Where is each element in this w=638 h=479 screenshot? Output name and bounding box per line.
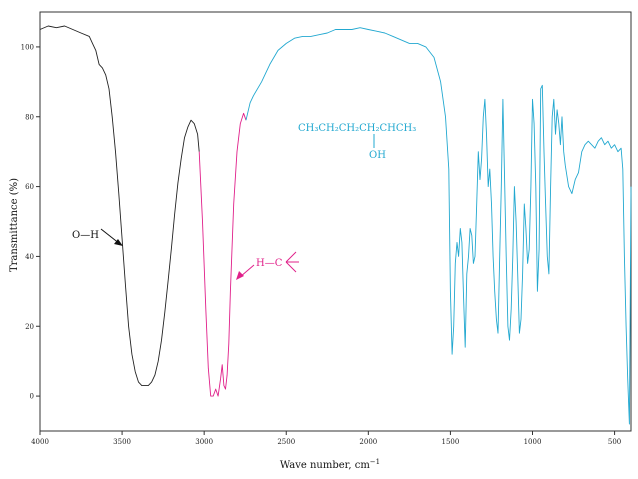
x-tick-label: 1500	[442, 438, 460, 446]
y-tick-label: 20	[25, 323, 34, 331]
x-tick-label: 2000	[359, 438, 377, 446]
spectrum-series	[39, 25, 632, 425]
plot-frame	[39, 11, 632, 432]
x-tick-label: 4000	[31, 438, 49, 446]
x-tick-label: 2500	[277, 438, 295, 446]
x-axis-ticks: 4000 3500 3000 2500 2000 1500 1000 500	[31, 431, 621, 446]
x-tick-label: 3500	[113, 438, 131, 446]
spectrum-line-oh-region	[39, 25, 200, 387]
structural-formula-oh: OH	[369, 150, 386, 161]
x-axis-title-exponent: −1	[370, 458, 380, 466]
y-axis-ticks: 0 20 40 60 80 100	[21, 43, 40, 401]
y-tick-label: 60	[25, 183, 34, 191]
ch-annotation-label: H—C	[256, 258, 283, 269]
x-axis-title-text: Wave number, cm	[280, 460, 370, 471]
y-tick-label: 0	[30, 393, 34, 401]
spectrum-line-ch-region	[198, 112, 247, 397]
oh-arrowhead-icon	[114, 239, 123, 246]
structural-formula: CH₃CH₂CH₂CH₂CHCH₃	[298, 123, 416, 134]
y-tick-label: 80	[25, 113, 34, 121]
y-axis-title: Transmittance (%)	[9, 178, 20, 272]
ch-arrowhead-icon	[236, 271, 244, 280]
x-tick-label: 500	[608, 438, 621, 446]
x-tick-label: 3000	[195, 438, 213, 446]
y-tick-label: 100	[21, 43, 34, 51]
y-tick-label: 40	[25, 253, 34, 261]
oh-annotation-label: O—H	[72, 230, 99, 241]
x-axis-title: Wave number, cm−1	[280, 458, 380, 471]
ch-bond-lines-icon	[285, 251, 299, 273]
x-tick-label: 1000	[524, 438, 542, 446]
spectrum-line-rest	[245, 27, 632, 425]
